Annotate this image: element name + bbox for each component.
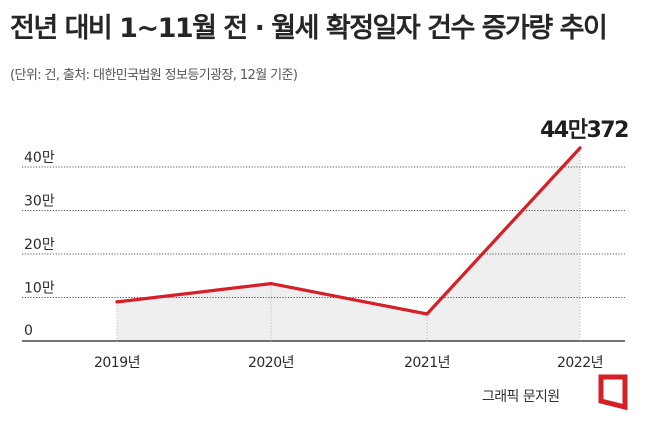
chart-title: 전년 대비 1~11월 전 · 월세 확정일자 건수 증가량 추이 xyxy=(10,13,608,44)
y-tick-label: 30만 xyxy=(24,194,55,210)
x-tick-label: 2021년 xyxy=(404,355,450,371)
y-tick-label: 20만 xyxy=(24,237,55,253)
graphic-credit: 그래픽 문지원 xyxy=(482,389,560,405)
data-point xyxy=(425,312,429,316)
publisher-logo-icon xyxy=(598,374,628,411)
data-label: 44만372 xyxy=(540,118,628,143)
data-point xyxy=(269,282,273,286)
data-point xyxy=(115,300,119,304)
series-area xyxy=(117,148,580,341)
x-tick-label: 2019년 xyxy=(94,355,140,371)
chart-subtitle: (단위: 건, 출처: 대한민국법원 정보등기광장, 12월 기준) xyxy=(10,68,298,83)
data-point xyxy=(578,146,582,150)
y-tick-label: 0 xyxy=(24,323,33,339)
series-line xyxy=(115,146,582,316)
y-tick-label: 40만 xyxy=(24,150,55,166)
x-tick-label: 2022년 xyxy=(557,355,603,371)
x-tick-label: 2020년 xyxy=(248,355,294,371)
y-tick-label: 10만 xyxy=(24,281,55,297)
